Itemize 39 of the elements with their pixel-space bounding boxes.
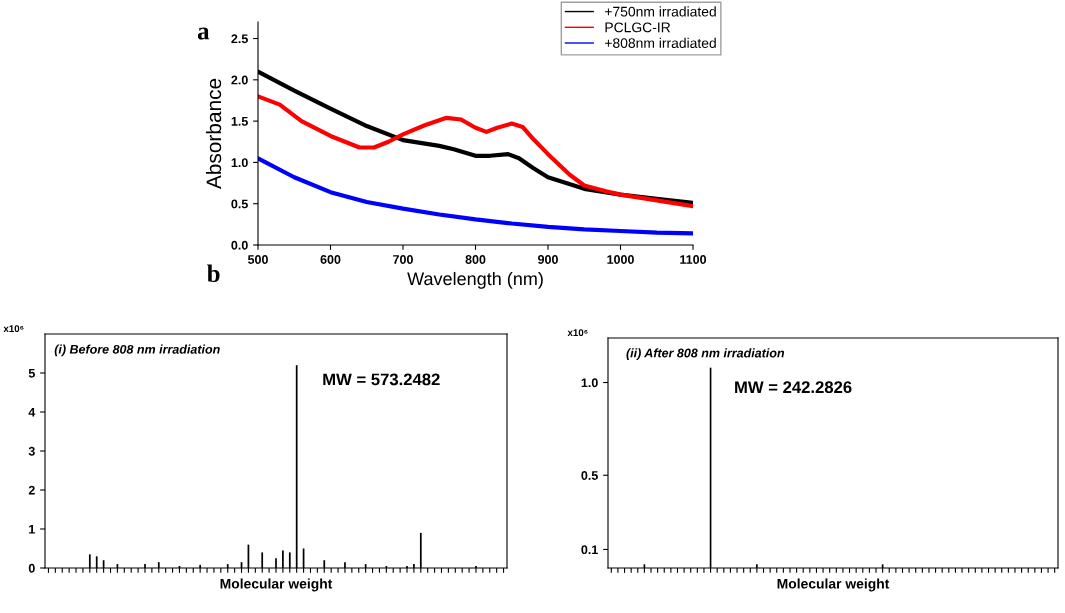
text: x10⁶ bbox=[3, 325, 24, 333]
x-axis-title: Wavelength (nm) bbox=[407, 271, 543, 289]
line-series bbox=[258, 156, 693, 236]
x-tick-label: 1100 bbox=[680, 255, 707, 264]
y-tick-label: 2.5 bbox=[231, 34, 248, 44]
y-tick-label: 0 bbox=[28, 563, 35, 573]
y-tick-label: 1.0 bbox=[231, 158, 248, 168]
x-axis-title: Molecular weight bbox=[220, 578, 333, 592]
y-tick-label: 2 bbox=[28, 485, 35, 495]
line-series bbox=[258, 94, 693, 209]
legend-label: +750nm irradiated bbox=[605, 6, 716, 17]
y-tick-label: 0.5 bbox=[581, 471, 598, 480]
y-tick-label: 2.0 bbox=[231, 75, 248, 85]
text: x10⁶ bbox=[567, 329, 588, 337]
annotation: (i) Before 808 nm irradiation bbox=[54, 344, 220, 357]
y-axis-title: Absorbance bbox=[205, 78, 222, 190]
x-tick-label: 500 bbox=[247, 255, 268, 264]
y-tick-label: 0.5 bbox=[231, 199, 248, 209]
text: b bbox=[207, 264, 220, 283]
x-tick-label: 600 bbox=[320, 255, 341, 264]
y-tick-label: 1 bbox=[29, 524, 35, 534]
x-tick-label: 1000 bbox=[607, 255, 634, 264]
x-tick-label: 900 bbox=[538, 255, 558, 264]
y-tick-label: 1.5 bbox=[231, 117, 248, 126]
y-tick-label: 0.0 bbox=[231, 240, 248, 250]
annotation: MW = 573.2482 bbox=[323, 373, 440, 386]
legend-label: PCLGC-IR bbox=[605, 22, 671, 33]
legend-label: +808nm irradiated bbox=[605, 37, 716, 48]
x-tick-label: 700 bbox=[393, 255, 413, 264]
y-tick-label: 0.1 bbox=[581, 545, 598, 555]
y-tick-label: 3 bbox=[28, 446, 35, 456]
text: a bbox=[197, 27, 210, 40]
x-tick-label: 800 bbox=[465, 255, 486, 264]
y-tick-label: 1.0 bbox=[581, 378, 598, 388]
x-axis-title: Molecular weight bbox=[777, 578, 890, 592]
annotation: MW = 242.2826 bbox=[735, 381, 852, 394]
y-tick-label: 4 bbox=[28, 407, 36, 417]
annotation: (ii) After 808 nm irradiation bbox=[626, 348, 785, 360]
y-tick-label: 5 bbox=[28, 368, 35, 378]
